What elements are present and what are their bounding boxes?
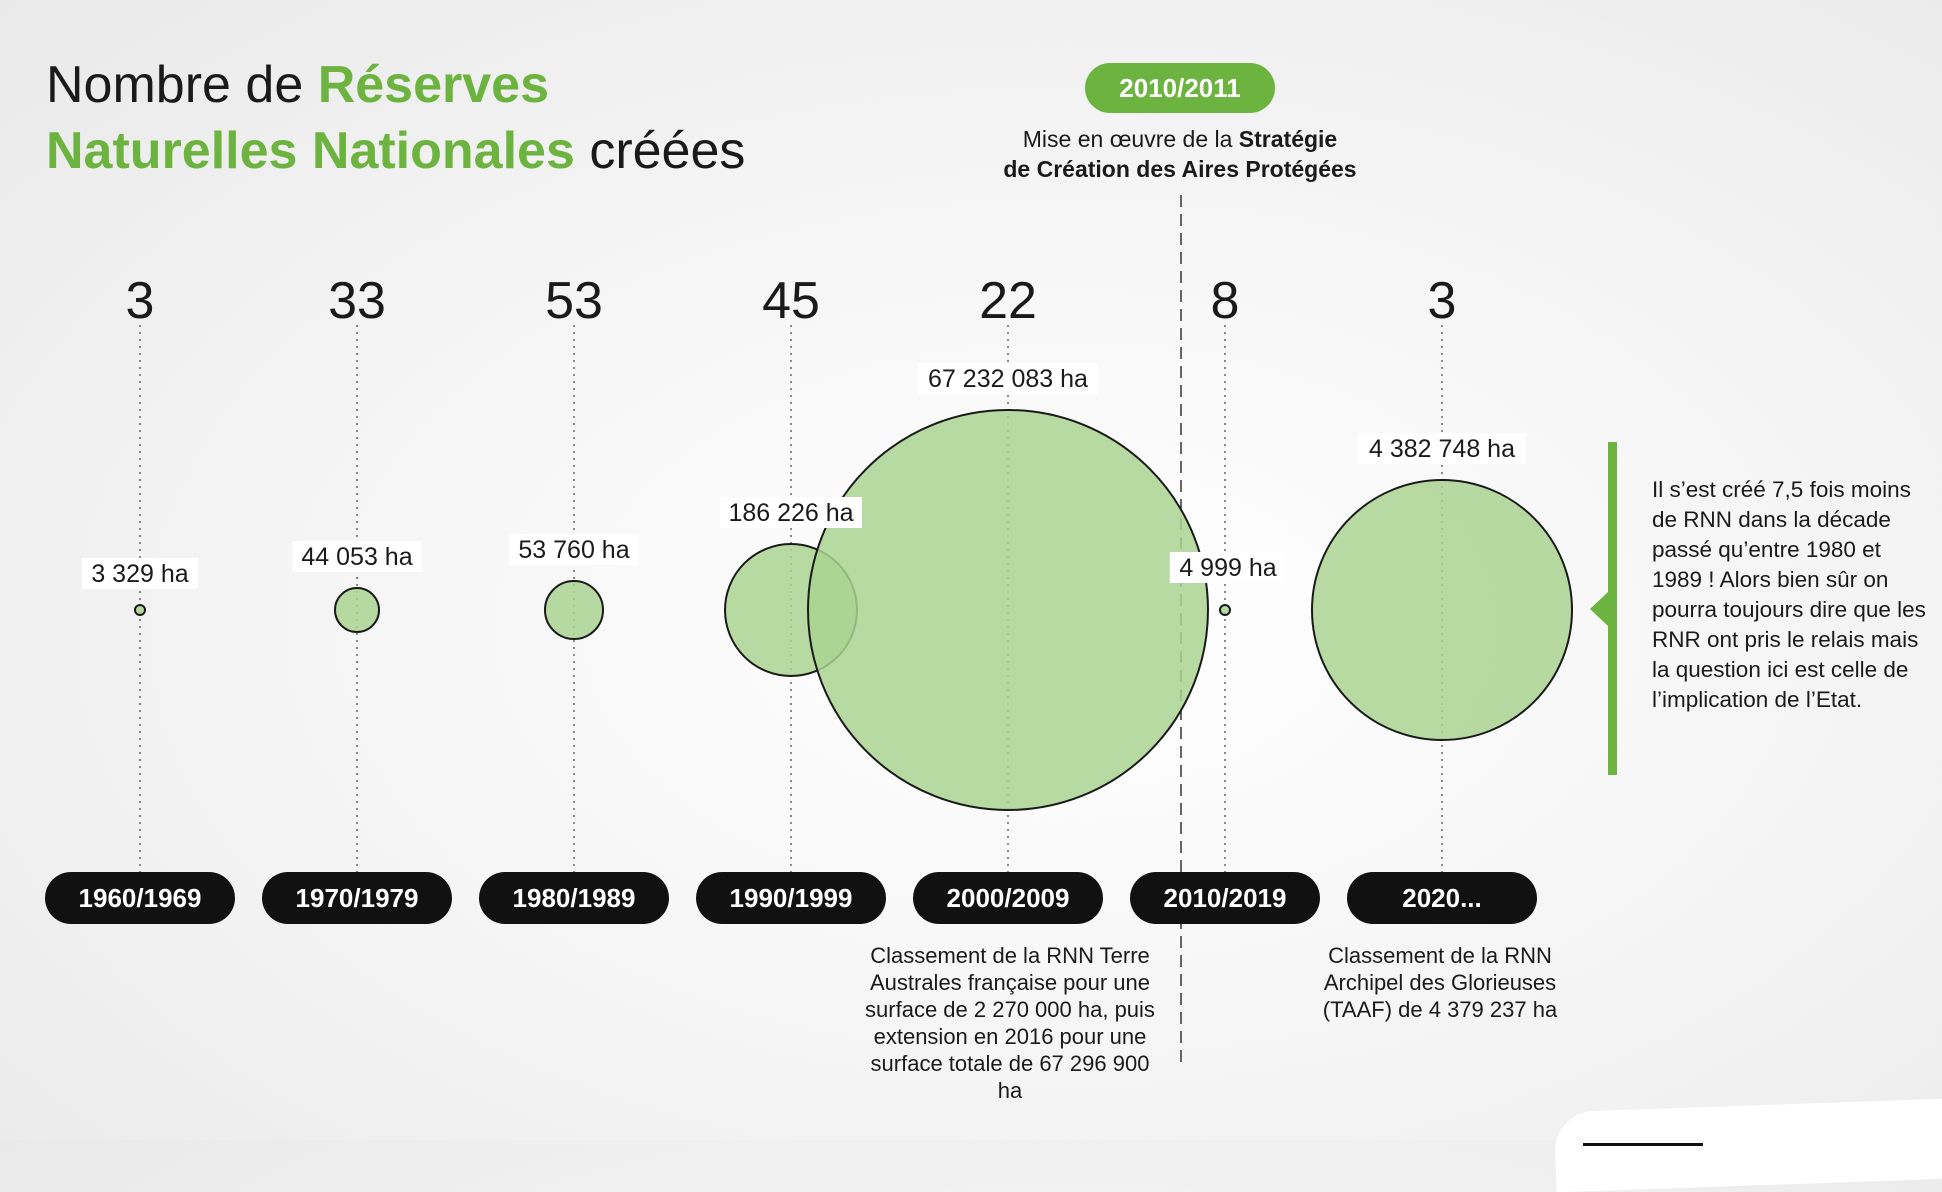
milestone-text-bold1: Stratégie bbox=[1238, 126, 1338, 152]
callout-text: Il s’est créé 7,5 fois moins de RNN dans… bbox=[1652, 477, 1926, 712]
callout-arrow-icon bbox=[1590, 592, 1608, 626]
note-2000-2009: Classement de la RNN Terre Australes fra… bbox=[865, 943, 1155, 1103]
milestone-text-prefix: Mise en œuvre de la bbox=[1022, 126, 1239, 152]
bubble-6 bbox=[1311, 479, 1573, 741]
period-pill-0: 1960/1969 bbox=[45, 872, 235, 924]
area-label-6: 4 382 748 ha bbox=[1369, 435, 1515, 463]
title-part1: Nombre de bbox=[46, 56, 318, 114]
area-label-0: 3 329 ha bbox=[91, 560, 188, 588]
area-label-bg-3 bbox=[720, 497, 862, 528]
count-label-6: 3 bbox=[1428, 272, 1457, 330]
milestone-text-bold2: de Création des Aires Protégées bbox=[1003, 156, 1357, 182]
area-label-4: 67 232 083 ha bbox=[928, 365, 1088, 393]
note-2020: Classement de la RNN Archipel des Glorie… bbox=[1322, 943, 1558, 1022]
callout-bar bbox=[1608, 442, 1617, 775]
count-label-2: 53 bbox=[545, 272, 603, 330]
area-label-bg-4 bbox=[917, 363, 1099, 394]
count-label-4: 22 bbox=[979, 272, 1037, 330]
milestone-badge: 2010/2011 bbox=[1085, 63, 1275, 113]
period-pill-6: 2020... bbox=[1347, 872, 1537, 924]
title-highlight2: Naturelles Nationales bbox=[46, 122, 575, 180]
count-label-0: 3 bbox=[126, 272, 155, 330]
milestone-text: Mise en œuvre de la Stratégie de Créatio… bbox=[960, 124, 1400, 184]
count-label-3: 45 bbox=[762, 272, 820, 330]
area-label-1: 44 053 ha bbox=[301, 543, 412, 571]
period-pill-5: 2010/2019 bbox=[1130, 872, 1320, 924]
count-label-5: 8 bbox=[1211, 272, 1240, 330]
area-label-bg-2 bbox=[509, 534, 639, 565]
title-part2: créées bbox=[574, 122, 746, 180]
area-label-5: 4 999 ha bbox=[1179, 554, 1276, 582]
area-label-bg-0 bbox=[81, 558, 199, 589]
chart-title: Nombre de Réserves Naturelles Nationales… bbox=[46, 52, 745, 184]
corner-line bbox=[1583, 1143, 1703, 1146]
period-pill-4: 2000/2009 bbox=[913, 872, 1103, 924]
area-label-bg-6 bbox=[1358, 433, 1526, 464]
period-pill-1: 1970/1979 bbox=[262, 872, 452, 924]
period-pill-2: 1980/1989 bbox=[479, 872, 669, 924]
area-label-bg-1 bbox=[292, 541, 422, 572]
bubble-1 bbox=[334, 587, 380, 633]
count-label-1: 33 bbox=[328, 272, 386, 330]
bubble-4 bbox=[807, 409, 1209, 811]
bubble-chart: 3 3 329 ha 33 44 053 ha 53 53 760 ha 45 186 226… bbox=[81, 195, 1573, 1068]
period-pill-3: 1990/1999 bbox=[696, 872, 886, 924]
bubble-2 bbox=[544, 580, 604, 640]
area-label-bg-5 bbox=[1169, 552, 1287, 583]
area-label-3: 186 226 ha bbox=[728, 499, 853, 527]
bubble-5 bbox=[1219, 604, 1231, 616]
area-label-2: 53 760 ha bbox=[518, 536, 629, 564]
bubble-0 bbox=[134, 604, 146, 616]
title-highlight1: Réserves bbox=[317, 56, 549, 114]
